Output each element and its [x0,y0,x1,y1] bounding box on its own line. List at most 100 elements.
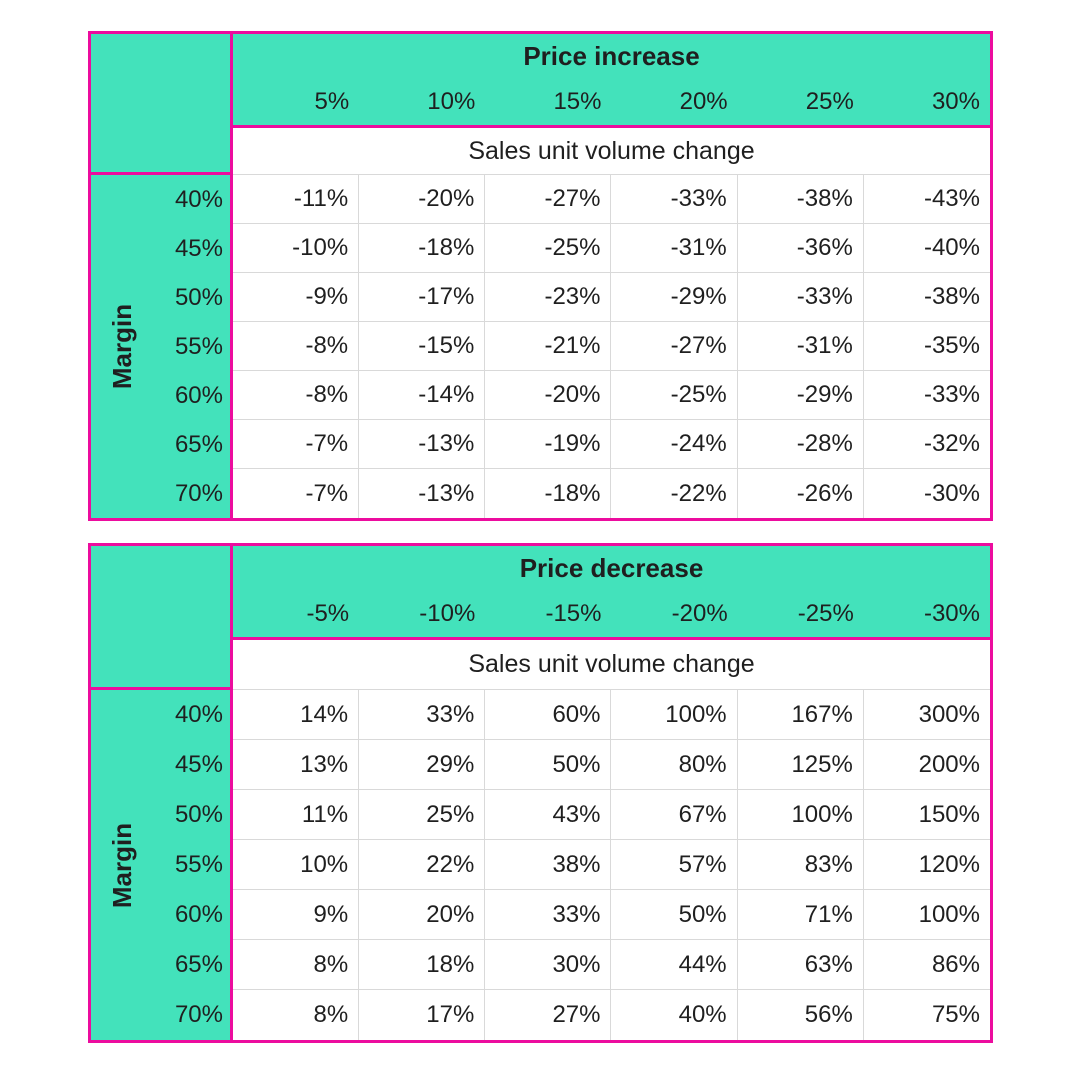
data-cell: -27% [611,322,738,371]
data-cell: 100% [737,790,864,840]
data-cell: -40% [863,224,990,273]
data-cell: -21% [485,322,612,371]
data-cell: 167% [737,690,864,740]
data-cell: -11% [233,175,360,224]
data-cell: 29% [359,740,486,790]
table-title: Price increase [233,34,990,79]
corner-spacer [91,34,233,175]
column-header: 20% [611,79,738,128]
data-cell: -38% [737,175,864,224]
page: Price increase Sales unit volume change … [88,31,993,1043]
data-cell: 80% [611,740,738,790]
data-cell: -17% [359,273,486,322]
data-cell: -30% [863,469,990,518]
column-header: -25% [737,591,864,640]
column-header: 15% [485,79,612,128]
data-cell: 8% [233,940,360,990]
data-cell: -13% [359,420,486,469]
data-cell: 200% [863,740,990,790]
data-cell: 125% [737,740,864,790]
data-cell: 17% [359,990,486,1040]
row-header: 40% [155,690,233,740]
table-price-increase: Price increase Sales unit volume change … [88,31,993,521]
data-cell: -7% [233,469,360,518]
data-cell: -29% [737,371,864,420]
data-cell: 40% [611,990,738,1040]
data-cell: 27% [485,990,612,1040]
data-cell: 60% [485,690,612,740]
data-cell: 50% [611,890,738,940]
data-cell: -26% [737,469,864,518]
column-header: -5% [233,591,360,640]
data-cell: 100% [611,690,738,740]
data-cell: 20% [359,890,486,940]
row-header: 50% [155,790,233,840]
row-header: 45% [155,740,233,790]
column-header: -30% [863,591,990,640]
data-cell: -27% [485,175,612,224]
column-header: -15% [485,591,612,640]
margin-axis-label: Margin [91,175,155,518]
data-cell: -10% [233,224,360,273]
data-cell: 83% [737,840,864,890]
data-cell: 25% [359,790,486,840]
data-cell: -8% [233,371,360,420]
data-cell: -8% [233,322,360,371]
row-header: 55% [155,840,233,890]
data-cell: -33% [611,175,738,224]
data-cell: -20% [359,175,486,224]
data-cell: -43% [863,175,990,224]
data-cell: 30% [485,940,612,990]
column-header: 5% [233,79,360,128]
data-cell: 9% [233,890,360,940]
data-cell: 18% [359,940,486,990]
data-cell: 10% [233,840,360,890]
data-cell: -7% [233,420,360,469]
row-header: 45% [155,224,233,273]
margin-axis-label-text: Margin [107,822,138,908]
data-cell: 71% [737,890,864,940]
data-cell: -35% [863,322,990,371]
data-cell: 33% [485,890,612,940]
row-header: 40% [155,175,233,224]
row-header: 60% [155,371,233,420]
data-cell: 43% [485,790,612,840]
table-subtitle: Sales unit volume change [233,128,990,175]
data-cell: -23% [485,273,612,322]
row-header: 50% [155,273,233,322]
data-cell: 33% [359,690,486,740]
data-cell: -33% [737,273,864,322]
data-cell: -18% [485,469,612,518]
data-cell: 56% [737,990,864,1040]
data-cell: -20% [485,371,612,420]
data-cell: 67% [611,790,738,840]
data-cell: 22% [359,840,486,890]
data-cell: -9% [233,273,360,322]
data-cell: -14% [359,371,486,420]
data-cell: -29% [611,273,738,322]
row-header: 65% [155,420,233,469]
data-cell: 120% [863,840,990,890]
row-header: 70% [155,469,233,518]
data-cell: 50% [485,740,612,790]
data-cell: 8% [233,990,360,1040]
data-cell: -31% [611,224,738,273]
margin-axis-label-text: Margin [107,303,138,390]
data-cell: -18% [359,224,486,273]
column-header: 10% [359,79,486,128]
data-cell: -25% [485,224,612,273]
table-subtitle: Sales unit volume change [233,640,990,690]
data-cell: 38% [485,840,612,890]
table-title: Price decrease [233,546,990,591]
data-cell: -38% [863,273,990,322]
data-cell: 13% [233,740,360,790]
column-header: 30% [863,79,990,128]
data-cell: -32% [863,420,990,469]
data-cell: -24% [611,420,738,469]
data-cell: -36% [737,224,864,273]
row-header: 60% [155,890,233,940]
data-cell: 86% [863,940,990,990]
data-cell: 57% [611,840,738,890]
data-cell: 63% [737,940,864,990]
data-cell: -31% [737,322,864,371]
